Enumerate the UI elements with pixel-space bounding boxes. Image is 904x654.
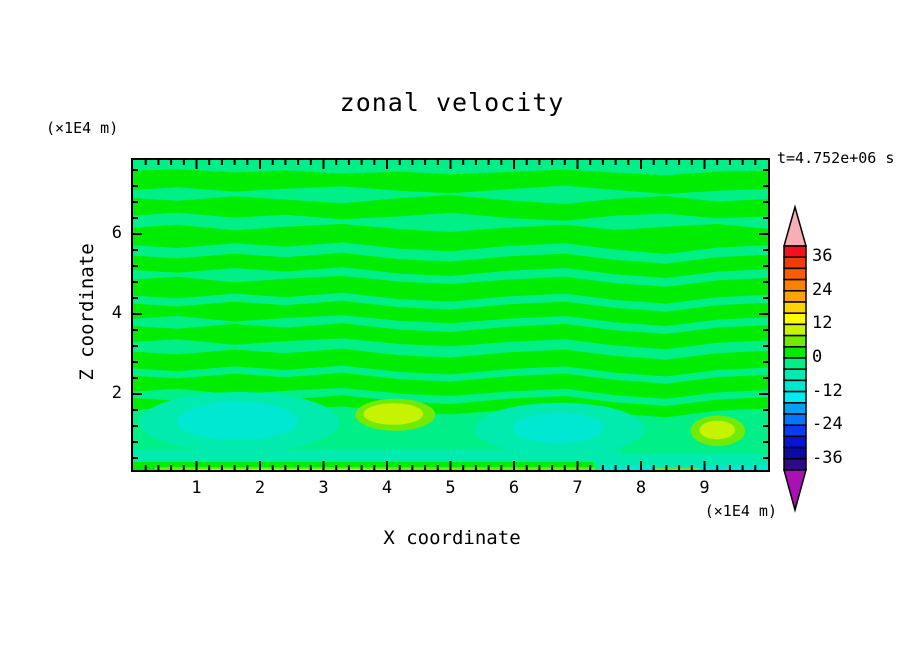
contour-region [133, 224, 768, 254]
colorbar-tick-label: 12 [812, 313, 833, 334]
x-axis-title: X coordinate [383, 527, 521, 549]
contour-region [133, 348, 768, 377]
colorbar-segment [783, 458, 807, 471]
contour-region [177, 401, 299, 440]
colorbar-segment [783, 435, 807, 449]
colorbar-segment [783, 245, 807, 258]
colorbar-segment [783, 402, 807, 415]
contour-region [193, 469, 391, 470]
x-tick-label: 9 [699, 478, 710, 498]
contour-region [363, 403, 424, 425]
contour-region [133, 462, 594, 470]
contour-field-svg [133, 160, 768, 470]
contour-region [596, 454, 768, 466]
contour-region [512, 412, 605, 444]
colorbar-tick-label: -36 [812, 447, 843, 468]
x-tick-label: 3 [318, 478, 329, 498]
y-tick-label: 6 [111, 223, 122, 243]
colorbar-over-arrow [783, 204, 807, 247]
colorbar-tick-label: 0 [812, 347, 823, 367]
colorbar-segment [783, 346, 807, 359]
colorbar-tick-label: -12 [812, 380, 843, 401]
colorbar-segment [783, 278, 807, 292]
x-tick-label: 5 [445, 478, 456, 498]
contour-region [133, 372, 768, 399]
y-tick-label: 2 [111, 383, 122, 403]
colorbar-segment [783, 413, 807, 426]
colorbar-segment [783, 323, 807, 337]
x-tick-label: 4 [381, 478, 393, 498]
contour-region [133, 449, 622, 463]
x-tick-label: 6 [508, 478, 520, 498]
contour-region [133, 252, 768, 278]
contour-region [653, 468, 699, 470]
colorbar-segment [783, 390, 807, 404]
colorbar-segment [783, 368, 807, 382]
colorbar-segment [783, 267, 807, 281]
time-annotation: t=4.752e+06 s [777, 149, 895, 167]
contour-region [133, 276, 768, 304]
colorbar-segment [783, 256, 807, 270]
x-tick-label: 7 [572, 478, 583, 498]
colorbar-tick-label: -24 [812, 414, 843, 435]
contour-region [699, 420, 735, 440]
colorbar-segment [783, 290, 807, 303]
contour-region [133, 323, 768, 350]
colorbar-svg [783, 204, 807, 513]
plot-title: zonal velocity [339, 88, 565, 117]
x-tick-label: 8 [635, 478, 647, 498]
colorbar-segment [783, 312, 807, 326]
colorbar-segment [783, 357, 807, 370]
colorbar-tick-label: 36 [812, 246, 833, 267]
contour-region [133, 169, 768, 194]
y-axis-unit-label: (×1E4 m) [46, 119, 119, 137]
colorbar-tick-label: 24 [812, 279, 833, 300]
x-tick-label: 2 [254, 478, 266, 498]
colorbar-segment [783, 446, 807, 460]
colorbar-under-arrow [783, 469, 807, 513]
contour-region [133, 300, 768, 326]
y-tick-label: 4 [111, 303, 122, 323]
colorbar-segment [783, 334, 807, 348]
x-tick-label: 1 [191, 478, 202, 498]
colorbar-segment [783, 424, 807, 438]
colorbar-segment [783, 301, 807, 314]
x-axis-unit-label: (×1E4 m) [704, 502, 777, 520]
colorbar-segment [783, 379, 807, 393]
contour-region [133, 195, 768, 221]
plot-area [131, 158, 770, 472]
